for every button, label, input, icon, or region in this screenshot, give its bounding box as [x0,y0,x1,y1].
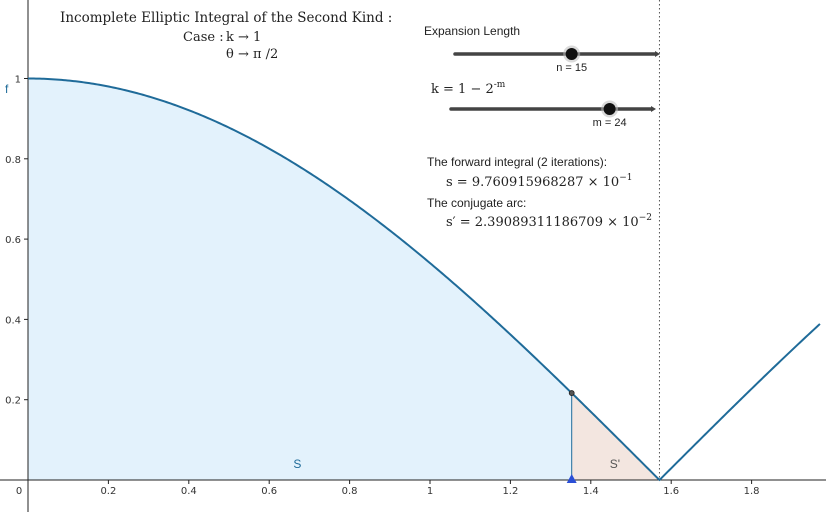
x-tick-label: 1.4 [583,486,599,497]
conjugate-arc-label: The conjugate arc: [427,196,526,210]
x-tick-label: 0.4 [181,486,197,497]
case-theta: θ → π /2 [226,47,278,62]
slider-m-value: m = 24 [593,117,627,129]
slider-m[interactable] [449,100,656,118]
split-point[interactable] [568,390,575,396]
split-slider-marker[interactable] [566,474,577,483]
y-tick-label: 0.6 [5,235,21,246]
y-ticks: 0.2 0.4 0.6 0.8 1 [5,75,28,407]
slider-arrow [651,106,656,112]
origin-label: 0 [16,486,22,497]
x-tick-label: 1.8 [744,486,760,497]
slider-knob[interactable] [565,48,578,60]
k-formula: k = 1 − 2-m [431,80,506,97]
y-tick-label: 0.8 [5,155,21,166]
x-tick-label: 0.2 [100,486,116,497]
region-label-s: S [293,457,301,471]
s-prime-value: s′ = 2.39089311186709 × 10−2 [446,213,652,230]
expansion-length-label: Expansion Length [424,24,520,38]
slider-knob[interactable] [603,103,616,115]
slider-n[interactable] [453,45,660,63]
y-tick-label: 0.2 [5,396,21,407]
y-tick-label: 1 [15,75,21,86]
x-tick-label: 0.8 [342,486,358,497]
title-text: Incomplete Elliptic Integral of the Seco… [60,10,392,26]
slider-n-value: n = 15 [556,62,587,74]
case-label: Case : [183,30,224,45]
region-s [28,78,572,480]
function-label: f [5,82,9,96]
y-tick-label: 0.4 [5,315,21,326]
x-ticks: 0.2 0.4 0.6 0.8 1 1.2 1.4 1.6 1.8 0 [16,480,760,497]
x-tick-label: 0.6 [261,486,277,497]
x-tick-label: 1.2 [502,486,518,497]
case-k: k → 1 [226,30,261,45]
x-tick-label: 1 [427,486,433,497]
slider-arrow [655,51,660,57]
region-label-s-prime: S' [610,457,620,471]
forward-integral-label: The forward integral (2 iterations): [427,155,607,169]
x-tick-label: 1.6 [663,486,679,497]
s-value: s = 9.760915968287 × 10−1 [446,173,632,190]
function-curve [27,77,821,482]
